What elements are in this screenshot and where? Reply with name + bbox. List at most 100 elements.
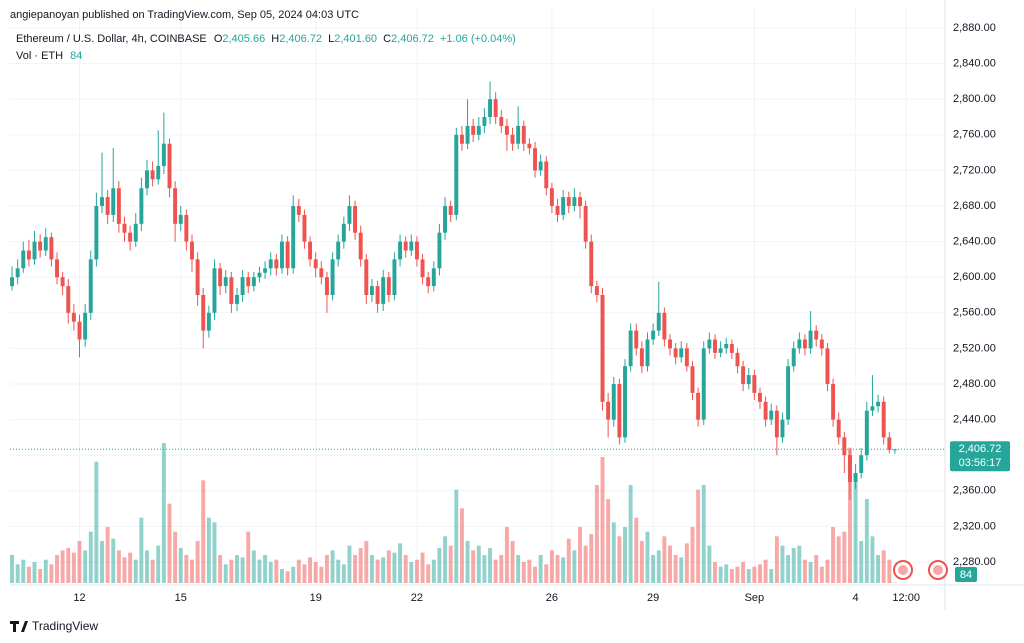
volume-bar xyxy=(729,569,734,583)
candle-body xyxy=(184,214,189,242)
volume-bar xyxy=(538,555,543,583)
candle-body xyxy=(566,197,571,207)
volume-bar xyxy=(251,550,256,583)
volume-bar xyxy=(386,550,391,583)
volume-bar xyxy=(864,499,869,583)
x-tick-label: 15 xyxy=(175,592,187,604)
volume-bar xyxy=(133,559,138,583)
candle-body xyxy=(639,348,644,367)
volume-bar xyxy=(803,559,807,583)
candle-body xyxy=(409,241,414,251)
countdown: 03:56:17 xyxy=(959,457,1002,469)
volume-bar xyxy=(336,559,341,583)
x-tick-label: Sep xyxy=(745,592,765,604)
y-tick-label: 2,840.00 xyxy=(953,58,996,70)
candle-body xyxy=(701,348,706,420)
candle-body xyxy=(296,206,301,215)
candle-body xyxy=(696,392,701,420)
volume-bar xyxy=(246,531,251,583)
candle-body xyxy=(527,143,532,149)
volume-bar xyxy=(847,447,852,583)
candle-body xyxy=(814,330,819,340)
volume-bar xyxy=(656,550,661,583)
volume-bar xyxy=(623,527,627,583)
volume-bar xyxy=(150,559,155,583)
volume-bar xyxy=(319,566,324,583)
volume-bar xyxy=(296,559,301,583)
candle-body xyxy=(549,188,554,207)
candle-body xyxy=(128,232,133,242)
candle-body xyxy=(156,165,161,180)
volume-bar xyxy=(111,538,116,583)
candle-body xyxy=(864,410,869,456)
candle-body xyxy=(780,419,785,438)
candle-body xyxy=(634,330,639,349)
candle-body xyxy=(589,241,594,287)
volume-bar xyxy=(758,564,762,583)
plot: 2,880.00 2,840.00 2,800.00 2,760.00 2,720.00… xyxy=(10,0,1024,610)
volume-bar xyxy=(819,566,824,583)
candle-body xyxy=(122,223,127,233)
volume-bar xyxy=(482,555,487,583)
volume-bar xyxy=(173,531,178,583)
volume-bar xyxy=(876,555,881,583)
candle-body xyxy=(611,384,616,420)
candle-body xyxy=(195,259,200,296)
y-tick-label: 2,720.00 xyxy=(953,164,996,176)
volume-bar xyxy=(634,517,639,583)
volume-bar xyxy=(15,564,20,583)
volume-bar xyxy=(566,538,571,583)
volume-bar xyxy=(178,548,183,583)
volume-bar xyxy=(240,557,245,583)
candle-body xyxy=(774,410,779,438)
volume-bar xyxy=(167,503,172,583)
h-label: H xyxy=(271,33,279,45)
candle-body xyxy=(594,286,599,296)
candle-body xyxy=(831,384,836,420)
volume-bar xyxy=(555,555,560,583)
candle-body xyxy=(246,277,251,287)
candle-body xyxy=(679,348,684,358)
candle-body xyxy=(133,223,138,242)
candle-body xyxy=(83,312,88,340)
volume-bar xyxy=(628,485,633,583)
candle-body xyxy=(797,339,802,349)
candle-body xyxy=(223,277,228,287)
volume-bar xyxy=(392,552,397,583)
volume-bar xyxy=(285,571,290,583)
volume-bar xyxy=(375,559,380,583)
x-tick-label: 26 xyxy=(546,592,558,604)
candle-body xyxy=(414,241,419,260)
volume-bar xyxy=(10,555,14,583)
x-tick-label: 19 xyxy=(310,592,322,604)
symbol: Ethereum / U.S. Dollar, 4h, COINBASE xyxy=(16,33,207,45)
volume-bar xyxy=(471,550,476,583)
candle-body xyxy=(15,268,20,278)
volume-bar xyxy=(488,548,493,583)
candle-body xyxy=(369,286,374,296)
candle-body xyxy=(353,206,358,233)
candle-body xyxy=(713,339,717,353)
volume-bar xyxy=(735,566,740,583)
candle-body xyxy=(212,268,217,313)
volume-bar xyxy=(206,517,211,583)
candle-body xyxy=(690,366,695,393)
candle-body xyxy=(88,259,93,313)
volume-bar xyxy=(808,562,813,583)
volume-bar xyxy=(696,489,701,583)
volume-bar xyxy=(94,461,99,583)
candle-body xyxy=(684,348,689,367)
volume-bar xyxy=(414,559,419,583)
volume-bar xyxy=(713,562,717,583)
volume-bar xyxy=(578,527,582,583)
volume-bar xyxy=(223,564,228,583)
candle-body xyxy=(403,241,408,251)
candle-body xyxy=(274,259,279,269)
volume-bar xyxy=(381,557,386,583)
candle-body xyxy=(538,161,543,171)
volume-bar xyxy=(842,531,847,583)
volume-bar xyxy=(600,457,605,583)
candle-body xyxy=(10,277,14,287)
candle-body xyxy=(752,375,757,393)
volume-bar xyxy=(476,545,481,583)
